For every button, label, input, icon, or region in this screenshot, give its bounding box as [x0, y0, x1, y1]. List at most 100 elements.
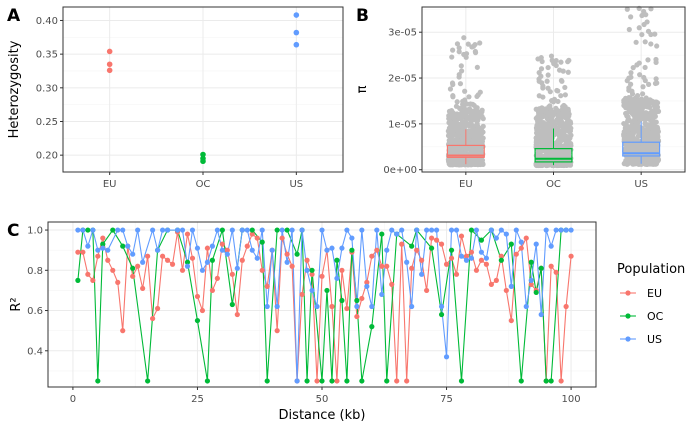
outlier-point-oc: [558, 93, 564, 99]
point-eu: [447, 124, 453, 130]
point-eu: [468, 128, 475, 135]
point-eu: [475, 158, 481, 164]
data-point-eu: [553, 269, 559, 275]
data-point-us: [293, 12, 300, 18]
point-oc: [536, 127, 542, 133]
panel-c-y-axis-title: R²: [9, 297, 24, 311]
legend-label-us: US: [647, 333, 662, 346]
outlier-point-eu: [462, 88, 468, 94]
data-point-oc: [264, 378, 270, 384]
point-us: [636, 160, 642, 166]
data-point-eu: [329, 303, 335, 310]
outlier-point-us: [628, 14, 634, 20]
data-point-eu: [409, 265, 415, 271]
y-tick-label: 1e-05: [388, 119, 417, 130]
data-point-eu: [159, 253, 166, 259]
data-point-eu: [106, 48, 113, 55]
data-point-oc: [309, 267, 315, 273]
data-point-eu: [169, 261, 176, 267]
data-point-us: [458, 253, 465, 259]
data-point-eu: [488, 281, 494, 287]
data-point-us: [369, 303, 375, 310]
outlier-point-us: [648, 6, 654, 12]
outlier-point-us: [636, 60, 642, 66]
point-us: [636, 131, 642, 137]
data-point-oc: [448, 247, 455, 253]
panel-b: B 0e+00 1e-05 2e-05 3e-05 EU OC US π: [355, 5, 686, 190]
data-point-oc: [324, 287, 330, 294]
point-eu: [467, 121, 473, 127]
point-us: [641, 142, 647, 149]
x-tick-label: 50: [316, 394, 329, 405]
data-point-eu: [563, 303, 569, 310]
point-oc: [560, 130, 566, 136]
outlier-point-us: [645, 57, 651, 63]
point-eu: [474, 135, 480, 141]
point-us: [646, 130, 652, 136]
data-point-eu: [503, 287, 509, 294]
point-oc: [565, 118, 571, 124]
data-point-oc: [369, 324, 375, 330]
outlier-point-us: [645, 81, 652, 87]
data-point-oc: [458, 378, 465, 384]
outlier-point-eu: [449, 54, 455, 60]
data-point-eu: [130, 273, 136, 279]
outlier-point-us: [652, 31, 658, 37]
data-point-us: [299, 227, 305, 233]
data-point-us: [563, 227, 569, 233]
panel-c-grid: [48, 222, 596, 387]
data-point-us: [199, 267, 206, 273]
data-point-us: [289, 227, 295, 233]
point-us: [645, 115, 651, 121]
outlier-point-oc: [545, 72, 551, 78]
data-point-oc: [294, 251, 300, 257]
outlier-point-oc: [542, 109, 548, 115]
point-oc: [552, 126, 558, 132]
data-point-us: [155, 247, 161, 253]
outlier-point-us: [643, 12, 649, 18]
outlier-point-eu: [455, 112, 462, 119]
data-point-eu: [184, 231, 191, 237]
data-point-us: [194, 245, 201, 251]
point-us: [635, 144, 641, 150]
outlier-point-us: [641, 104, 647, 110]
point-oc: [544, 140, 551, 147]
outlier-point-eu: [456, 49, 462, 55]
data-point-eu: [229, 271, 235, 277]
data-point-oc: [284, 227, 290, 233]
data-point-us: [359, 227, 365, 233]
outlier-point-oc: [565, 110, 571, 117]
data-point-eu: [384, 263, 390, 269]
data-point-us: [229, 227, 235, 233]
point-oc: [533, 139, 539, 145]
data-point-oc: [429, 245, 435, 251]
data-point-eu: [179, 267, 186, 273]
outlier-point-us: [629, 91, 636, 97]
data-point-us: [274, 303, 280, 310]
data-point-us: [293, 29, 300, 36]
outlier-point-oc: [544, 78, 550, 84]
x-tick-label-us: US: [634, 179, 648, 190]
data-point-us: [528, 277, 534, 283]
data-point-oc: [209, 257, 215, 263]
outlier-point-oc: [540, 83, 546, 89]
legend-title: Population: [617, 262, 685, 277]
data-point-eu: [394, 378, 400, 384]
data-point-us: [433, 227, 440, 233]
data-point-eu: [224, 247, 230, 253]
point-us: [627, 145, 634, 151]
outlier-point-oc: [566, 57, 572, 63]
data-point-oc: [274, 227, 280, 233]
outlier-point-eu: [457, 81, 464, 87]
data-point-eu: [254, 235, 260, 241]
point-oc: [547, 133, 553, 139]
outlier-point-us: [633, 39, 639, 45]
data-point-eu: [568, 253, 574, 259]
data-point-eu: [339, 267, 345, 273]
point-us: [622, 134, 628, 141]
data-point-us: [488, 227, 494, 233]
outlier-point-oc: [536, 93, 542, 99]
outlier-point-eu: [472, 48, 478, 55]
outlier-point-oc: [558, 59, 564, 65]
outlier-point-eu: [454, 41, 461, 47]
